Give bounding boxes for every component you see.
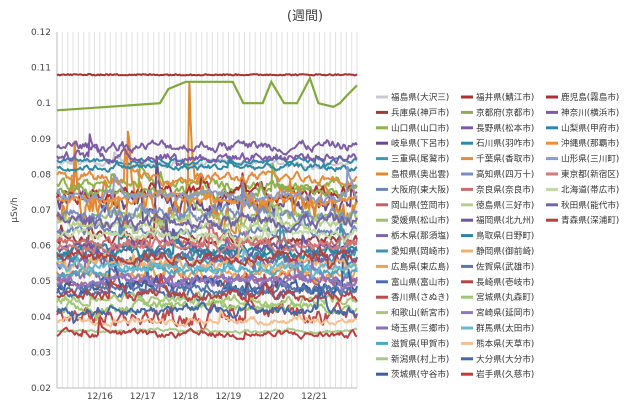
y-axis-label: μSv/h [10,197,20,223]
legend-label: 石川県(羽咋市) [476,137,534,149]
legend-label: 福島県(大沢三) [391,91,449,103]
legend-label: 徳島県(三好市) [476,199,534,211]
series-line [56,212,358,235]
legend-label: 島根県(奥出雲) [391,168,449,180]
legend-label: 秋田県(能代市) [561,199,619,211]
legend-label: 岩手県(久慈市) [476,368,534,380]
legend-label: 栃木県(那須塩) [391,230,449,242]
x-tick-label: 12/21 [301,392,327,400]
series-line [56,245,358,300]
series-line [56,158,358,194]
legend-label: 神奈川(横浜市) [561,106,619,118]
legend-label: 茨城県(守谷市) [391,368,449,380]
y-tick-label: 0.07 [31,206,51,216]
series-line [56,273,358,304]
legend-label: 山形県(三川町) [561,154,619,165]
legend-label: 静岡県(御前崎) [476,245,534,257]
legend-label: 千葉県(香取市) [476,153,534,165]
chart-title: (週間) [287,9,323,24]
legend-label: 高知県(四万十) [476,168,534,180]
y-axis-ticks: 0.02 0.03 0.04 0.05 0.06 0.07 0.08 0.09 0.1 0.11 0… [31,28,51,394]
legend-label: 福井県(鯖江市) [476,91,534,103]
legend-label: 愛媛県(松山市) [391,214,449,226]
legend-label: 東京都(新宿区) [561,168,619,180]
series-line [56,232,358,262]
legend: 福島県(大沢三) 兵庫県(神戸市) 山口県(山口市) 岐阜県(下呂市) 三重県(尾鷲市)… [376,91,619,380]
y-tick-label: 0.02 [31,384,51,394]
x-tick-label: 12/20 [258,392,284,400]
legend-label: 長野県(松本市) [476,122,534,134]
legend-label: 北海道(帯広市) [561,183,619,195]
series-line [56,166,358,207]
series-line [56,283,358,324]
x-tick-label: 12/16 [87,392,113,400]
series-line [56,260,358,293]
series-line [56,139,358,156]
legend-label: 京都府(京都市) [476,106,534,118]
series-line [56,180,358,223]
y-tick-label: 0.09 [31,135,51,145]
legend-label: 宮城県(丸森町) [476,291,534,303]
y-tick-label: 0.08 [31,170,51,180]
legend-label: 長崎県(壱岐市) [476,276,534,288]
legend-label: 愛知県(岡崎市) [391,245,449,257]
legend-label: 富山県(富山市) [391,276,449,288]
y-tick-label: 0.06 [31,242,51,252]
legend-label: 群馬県(太田市) [476,322,534,334]
legend-label: 大阪府(東大阪) [391,183,449,195]
y-tick-label: 0.03 [31,348,51,358]
legend-label: 埼玉県(三郷市) [391,322,449,334]
legend-label: 熊本県(天草市) [476,337,534,349]
series-line [56,246,358,269]
series-line [56,205,358,247]
y-tick-label: 0.1 [37,99,51,109]
legend-label: 滋賀県(甲賀市) [391,337,449,349]
y-tick-label: 0.11 [31,64,51,74]
x-tick-label: 12/18 [173,392,199,400]
legend-label: 兵庫県(神戸市) [391,106,449,118]
series-line [56,212,358,234]
legend-label: 新潟県(村上市) [391,353,449,365]
series-line [56,307,358,328]
series-line [56,281,358,297]
legend-label: 沖縄県(那覇市) [561,137,619,149]
legend-label: 岡山県(笠岡市) [391,199,449,211]
series-line [56,147,358,188]
legend-label: 鳥取県(日野町) [476,230,534,242]
series-lines [56,73,358,341]
legend-label: 山梨県(甲府市) [561,122,619,134]
y-tick-label: 0.04 [31,313,51,323]
legend-label: 奈良県(奈良市) [476,183,534,195]
legend-label: 岐阜県(下呂市) [391,137,449,149]
legend-label: 三重県(尾鷲市) [391,153,449,165]
legend-label: 青森県(深浦町) [561,214,619,226]
legend-label: 佐賀県(武雄市) [476,260,534,272]
x-axis-ticks: 12/16 12/17 12/18 12/19 12/20 12/21 [87,392,327,400]
series-line [56,133,358,167]
series-line [56,157,358,173]
x-tick-label: 12/19 [215,392,241,400]
series-line [56,316,358,341]
series-line [56,73,358,77]
legend-label: 山口県(山口市) [391,122,449,134]
y-tick-label: 0.05 [31,277,51,287]
legend-label: 福岡県(北九州) [476,215,534,226]
series-line [56,189,358,208]
legend-label: 香川県(さぬき) [391,292,449,303]
series-line [56,75,358,112]
series-line [56,237,358,274]
legend-label: 広島県(東広島) [391,260,449,272]
legend-label: 和歌山(新宮市) [391,307,449,319]
series-line [56,206,358,239]
series-line [56,298,358,322]
y-tick-label: 0.12 [31,28,51,38]
legend-label: 大分県(大分市) [476,353,534,365]
legend-label: 鹿児島(霧島市) [561,91,619,103]
series-line [56,266,358,303]
legend-label: 宮崎県(延岡市) [476,307,534,319]
series-line [56,248,358,279]
x-tick-label: 12/17 [130,392,156,400]
